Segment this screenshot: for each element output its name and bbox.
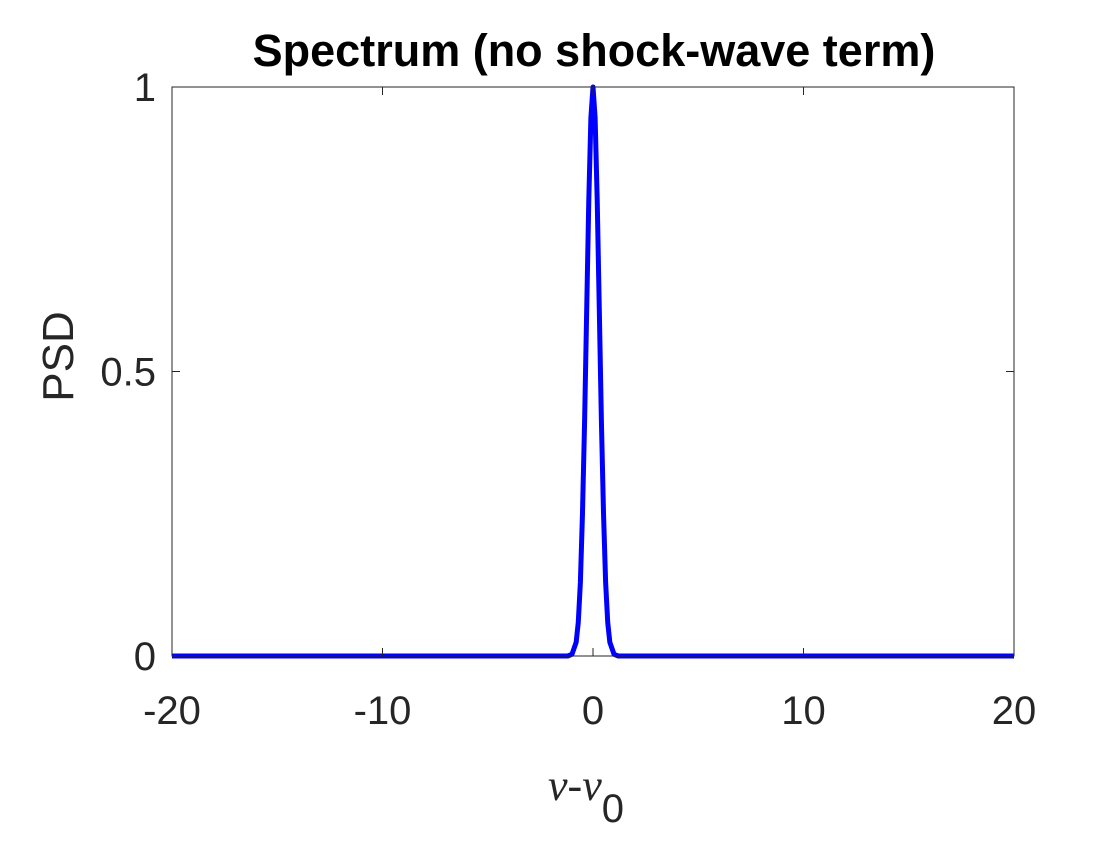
y-axis-label: PSD [34, 311, 83, 401]
plot-area [172, 87, 1014, 656]
x-axis-label: ν-ν0 [548, 761, 624, 831]
y-tick-label: 0 [134, 635, 156, 679]
y-tick-label: 1 [134, 66, 156, 110]
y-tick-label: 0.5 [100, 351, 156, 395]
x-axis-label-base: ν-ν [548, 761, 602, 810]
x-axis-label-subscript: 0 [602, 787, 624, 831]
x-tick-label: -10 [354, 689, 412, 733]
x-tick-label: -20 [143, 689, 201, 733]
ticks-layer: -20 -10 0 10 20 0 0.5 1 [100, 66, 1036, 733]
x-tick-label: 10 [781, 689, 826, 733]
chart-title: Spectrum (no shock-wave term) [253, 25, 936, 76]
x-tick-label: 20 [992, 689, 1037, 733]
x-tick-label: 0 [582, 689, 604, 733]
